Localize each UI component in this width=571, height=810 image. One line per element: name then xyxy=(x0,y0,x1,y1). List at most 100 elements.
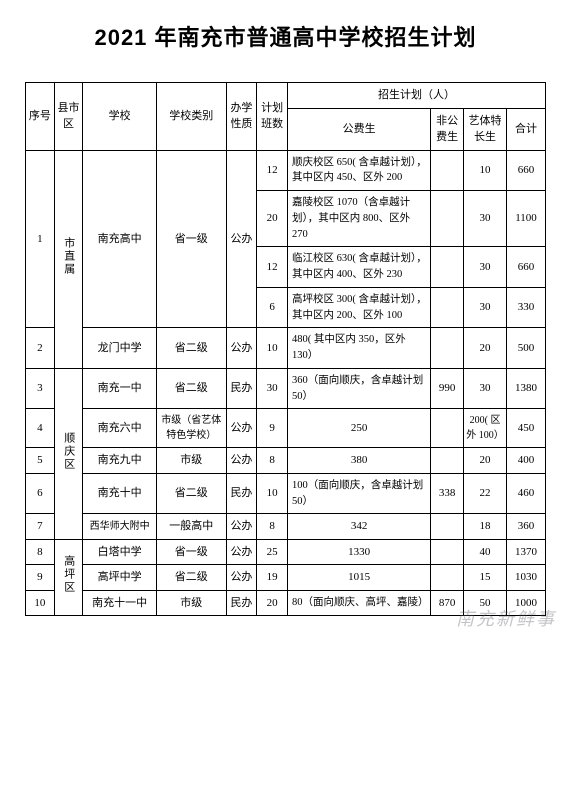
cell-classes: 30 xyxy=(257,368,288,409)
cell-total: 660 xyxy=(507,150,546,191)
cell-public: 360（面向顺庆，含卓越计划 50） xyxy=(288,368,431,409)
cell-classes: 12 xyxy=(257,247,288,288)
cell-public: 342 xyxy=(288,514,431,540)
cell-nonpublic xyxy=(431,409,464,448)
cell-seq: 6 xyxy=(26,473,55,514)
cell-classes: 25 xyxy=(257,539,288,565)
cell-public: 1330 xyxy=(288,539,431,565)
table-row: 7 西华师大附中 一般高中 公办 8 342 18 360 xyxy=(26,514,546,540)
cell-art: 40 xyxy=(464,539,507,565)
cell-nonpublic xyxy=(431,448,464,474)
cell-art: 10 xyxy=(464,150,507,191)
cell-classes: 8 xyxy=(257,448,288,474)
cell-nonpublic xyxy=(431,328,464,369)
cell-public: 顺庆校区 650( 含卓越计划），其中区内 450、区外 200 xyxy=(288,150,431,191)
cell-art: 30 xyxy=(464,287,507,328)
page-title: 2021 年南充市普通高中学校招生计划 xyxy=(25,20,546,52)
cell-classes: 8 xyxy=(257,514,288,540)
cell-total: 500 xyxy=(507,328,546,369)
cell-total: 330 xyxy=(507,287,546,328)
cell-school: 南充十中 xyxy=(83,473,157,514)
cell-total: 360 xyxy=(507,514,546,540)
cell-art: 20 xyxy=(464,448,507,474)
cell-nonpublic: 990 xyxy=(431,368,464,409)
cell-nature: 公办 xyxy=(226,150,257,328)
cell-nonpublic xyxy=(431,150,464,191)
cell-art: 18 xyxy=(464,514,507,540)
cell-seq: 3 xyxy=(26,368,55,409)
cell-public: 1015 xyxy=(288,565,431,591)
cell-total: 660 xyxy=(507,247,546,288)
cell-total: 450 xyxy=(507,409,546,448)
cell-nature: 公办 xyxy=(226,409,257,448)
cell-nature: 公办 xyxy=(226,448,257,474)
table-row: 1 市直属 南充高中 省一级 公办 12 顺庆校区 650( 含卓越计划），其中… xyxy=(26,150,546,191)
cell-classes: 20 xyxy=(257,191,288,247)
cell-type: 省二级 xyxy=(157,565,227,591)
cell-nonpublic: 338 xyxy=(431,473,464,514)
th-type: 学校类别 xyxy=(157,83,227,151)
cell-school: 南充高中 xyxy=(83,150,157,328)
cell-classes: 10 xyxy=(257,328,288,369)
cell-school: 龙门中学 xyxy=(83,328,157,369)
th-nonpublic: 非公费生 xyxy=(431,108,464,150)
cell-seq: 8 xyxy=(26,539,55,565)
cell-type: 市级 xyxy=(157,448,227,474)
cell-seq: 10 xyxy=(26,590,55,616)
cell-seq: 7 xyxy=(26,514,55,540)
cell-nature: 民办 xyxy=(226,473,257,514)
th-seq: 序号 xyxy=(26,83,55,151)
cell-total: 1100 xyxy=(507,191,546,247)
table-row: 9 高坪中学 省二级 公办 19 1015 15 1030 xyxy=(26,565,546,591)
cell-public: 高坪校区 300( 含卓越计划），其中区内 200、区外 100 xyxy=(288,287,431,328)
table-row: 4 南充六中 市级（省艺体特色学校） 公办 9 250 200( 区外 100）… xyxy=(26,409,546,448)
cell-public: 嘉陵校区 1070（含卓越计划），其中区内 800、区外 270 xyxy=(288,191,431,247)
cell-classes: 12 xyxy=(257,150,288,191)
cell-art: 200( 区外 100） xyxy=(464,409,507,448)
cell-nonpublic: 870 xyxy=(431,590,464,616)
cell-nature: 公办 xyxy=(226,539,257,565)
cell-nonpublic xyxy=(431,514,464,540)
cell-total: 460 xyxy=(507,473,546,514)
cell-type: 省二级 xyxy=(157,328,227,369)
header-row-1: 序号 县市区 学校 学校类别 办学性质 计划班数 招生计划（人） xyxy=(26,83,546,109)
table-row: 6 南充十中 省二级 民办 10 100（面向顺庆，含卓越计划 50） 338 … xyxy=(26,473,546,514)
cell-art: 15 xyxy=(464,565,507,591)
cell-classes: 19 xyxy=(257,565,288,591)
cell-classes: 9 xyxy=(257,409,288,448)
cell-district: 市直属 xyxy=(54,150,83,368)
th-art: 艺体特长生 xyxy=(464,108,507,150)
table-row: 8 高坪区 白塔中学 省一级 公办 25 1330 40 1370 xyxy=(26,539,546,565)
cell-type: 省二级 xyxy=(157,473,227,514)
cell-public: 80（面向顺庆、高坪、嘉陵） xyxy=(288,590,431,616)
th-classes: 计划班数 xyxy=(257,83,288,151)
table-row: 3 顺庆区 南充一中 省二级 民办 30 360（面向顺庆，含卓越计划 50） … xyxy=(26,368,546,409)
cell-public: 380 xyxy=(288,448,431,474)
cell-total: 1380 xyxy=(507,368,546,409)
cell-school: 南充六中 xyxy=(83,409,157,448)
cell-public: 临江校区 630( 含卓越计划），其中区内 400、区外 230 xyxy=(288,247,431,288)
cell-public: 100（面向顺庆，含卓越计划 50） xyxy=(288,473,431,514)
cell-seq: 5 xyxy=(26,448,55,474)
cell-type: 市级 xyxy=(157,590,227,616)
cell-nonpublic xyxy=(431,565,464,591)
cell-type: 市级（省艺体特色学校） xyxy=(157,409,227,448)
cell-art: 30 xyxy=(464,368,507,409)
cell-art: 30 xyxy=(464,247,507,288)
cell-district: 顺庆区 xyxy=(54,368,83,539)
cell-nonpublic xyxy=(431,247,464,288)
cell-school: 南充九中 xyxy=(83,448,157,474)
cell-public: 480( 其中区内 350，区外 130） xyxy=(288,328,431,369)
th-plan-group: 招生计划（人） xyxy=(288,83,546,109)
cell-school: 高坪中学 xyxy=(83,565,157,591)
cell-art: 22 xyxy=(464,473,507,514)
th-public: 公费生 xyxy=(288,108,431,150)
cell-nature: 民办 xyxy=(226,368,257,409)
cell-classes: 20 xyxy=(257,590,288,616)
table-row: 10 南充十一中 市级 民办 20 80（面向顺庆、高坪、嘉陵） 870 50 … xyxy=(26,590,546,616)
th-district: 县市区 xyxy=(54,83,83,151)
cell-type: 省一级 xyxy=(157,539,227,565)
cell-nonpublic xyxy=(431,191,464,247)
cell-classes: 6 xyxy=(257,287,288,328)
cell-type: 省二级 xyxy=(157,368,227,409)
